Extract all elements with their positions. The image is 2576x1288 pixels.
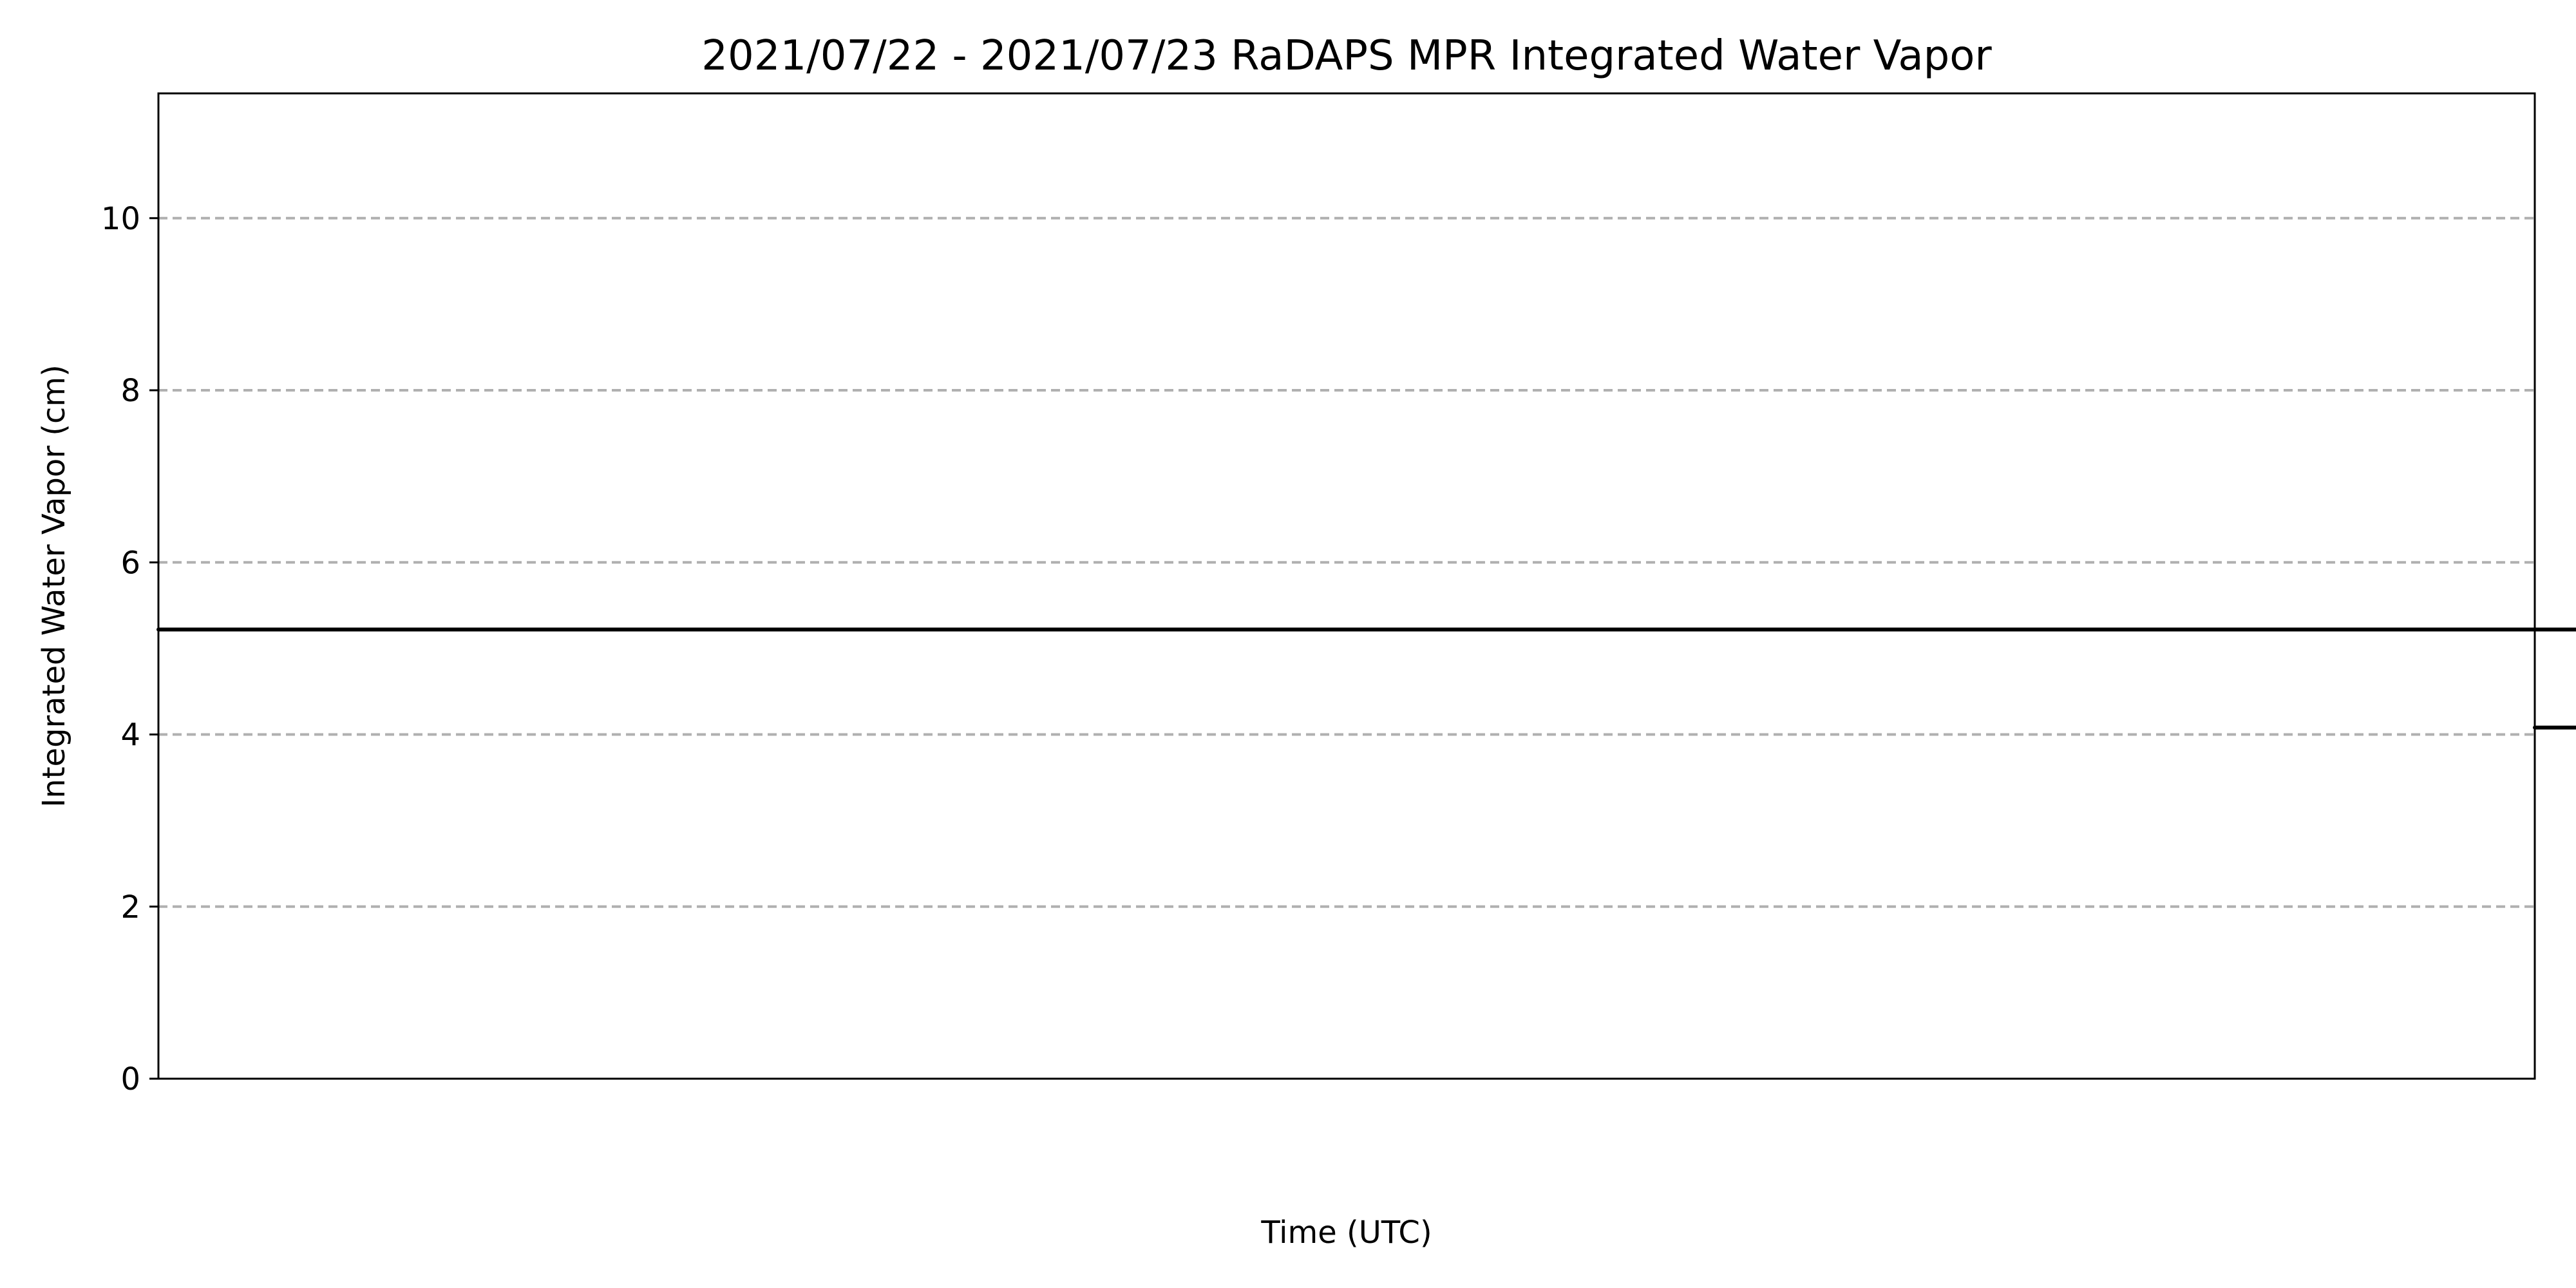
x-axis-label: Time (UTC) (1260, 1215, 1432, 1251)
grid-lines (158, 216, 2535, 908)
y-axis-label: Integrated Water Vapor (cm) (36, 365, 72, 808)
plot-frame (157, 92, 2536, 1080)
y-tick-label: 8 (120, 373, 140, 409)
y-tick-label: 10 (101, 201, 140, 237)
y-tick-label: 0 (120, 1061, 140, 1097)
y-axis: 0 2 4 6 8 10 (101, 201, 158, 1097)
iwv-series-line (156, 627, 2576, 730)
y-tick-label: 4 (120, 717, 140, 753)
y-tick-label: 2 (120, 889, 140, 925)
series-group (156, 627, 2576, 730)
y-tick-label: 6 (120, 545, 140, 581)
chart-title: 2021/07/22 - 2021/07/23 RaDAPS MPR Integ… (701, 32, 1992, 80)
